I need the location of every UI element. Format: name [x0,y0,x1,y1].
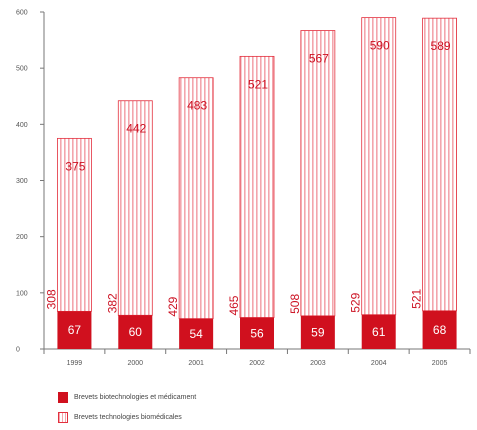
bar-total-label: 483 [187,99,207,113]
label-layer: 67 375 308 60 442 382 54 483 429 56 521 465 59 567 508… [44,39,450,341]
bar-value-biotech: 68 [433,323,447,337]
x-tick-label: 2001 [188,360,204,367]
bar-segment-biomed [422,17,457,312]
bar-segment-biotech [118,315,153,349]
x-tick-label: 1999 [67,360,83,367]
x-tick-label: 2002 [249,360,265,367]
bar-segment-biotech [422,310,457,349]
bar-value-biotech: 59 [311,325,325,339]
y-tick-label: 500 [16,66,28,73]
bar-total-label: 567 [309,52,329,66]
legend-label-biomed: Brevets technologies biomédicales [74,414,182,421]
bar-rotated-label: 382 [105,293,119,313]
bar-segment-biomed [361,17,397,316]
y-tick-label: 100 [16,290,28,297]
x-tick-label: 2005 [432,360,448,367]
bar-value-biotech: 67 [68,323,82,337]
bar-rotated-label: 529 [349,292,363,312]
bar-value-biotech: 60 [129,325,143,339]
bar-segment-biomed [57,137,92,312]
bar-rotated-label: 521 [410,288,424,308]
bar-total-label: 590 [370,39,390,53]
bar-rotated-label: 308 [44,289,58,309]
bar-segment-biotech [57,311,92,349]
bar-value-biotech: 56 [250,326,264,340]
legend-swatch-striped [58,412,68,423]
bar-segment-biotech [179,318,214,349]
bar-rotated-label: 465 [227,295,241,315]
legend-item-biomed: Brevets technologies biomédicales [58,410,196,425]
bar-total-label: 521 [248,77,268,91]
bar-value-biotech: 54 [189,327,203,341]
bar-rotated-label: 429 [166,296,180,316]
x-tick-label: 2000 [127,360,143,367]
bar-rotated-label: 508 [288,294,302,314]
chart-legend: Brevets biotechnologies et médicament Br… [58,390,196,430]
bar-layer [57,17,457,349]
x-tick-label: 2003 [310,360,326,367]
y-tick-label: 400 [16,122,28,129]
bar-segment-biomed [300,30,336,317]
bar-total-label: 375 [65,159,85,173]
legend-item-biotech: Brevets biotechnologies et médicament [58,390,196,405]
y-tick-label: 600 [16,10,28,17]
legend-label-biotech: Brevets biotechnologies et médicament [74,394,197,401]
bar-segment-biomed [117,100,153,316]
bar-segment-biomed [239,55,275,318]
bar-segment-biomed [178,77,214,320]
bar-segment-biotech [240,317,274,349]
legend-swatch-solid [58,392,68,403]
x-tick-label: 2004 [371,360,387,367]
y-tick-label: 0 [16,347,20,354]
bar-segment-biotech [300,315,335,349]
y-tick-label: 200 [16,234,28,241]
stacked-bar-chart: 0 100 200 300 400 500 600 1999 2000 2001 2002 2003 2… [16,10,471,367]
axis-layer: 0 100 200 300 400 500 600 1999 2000 2001 2002 2003 2… [16,10,471,367]
y-tick-label: 300 [16,178,28,185]
bar-total-label: 442 [126,122,146,136]
bar-segment-biotech [361,314,396,349]
bar-total-label: 589 [431,39,451,53]
bar-value-biotech: 61 [372,325,386,339]
